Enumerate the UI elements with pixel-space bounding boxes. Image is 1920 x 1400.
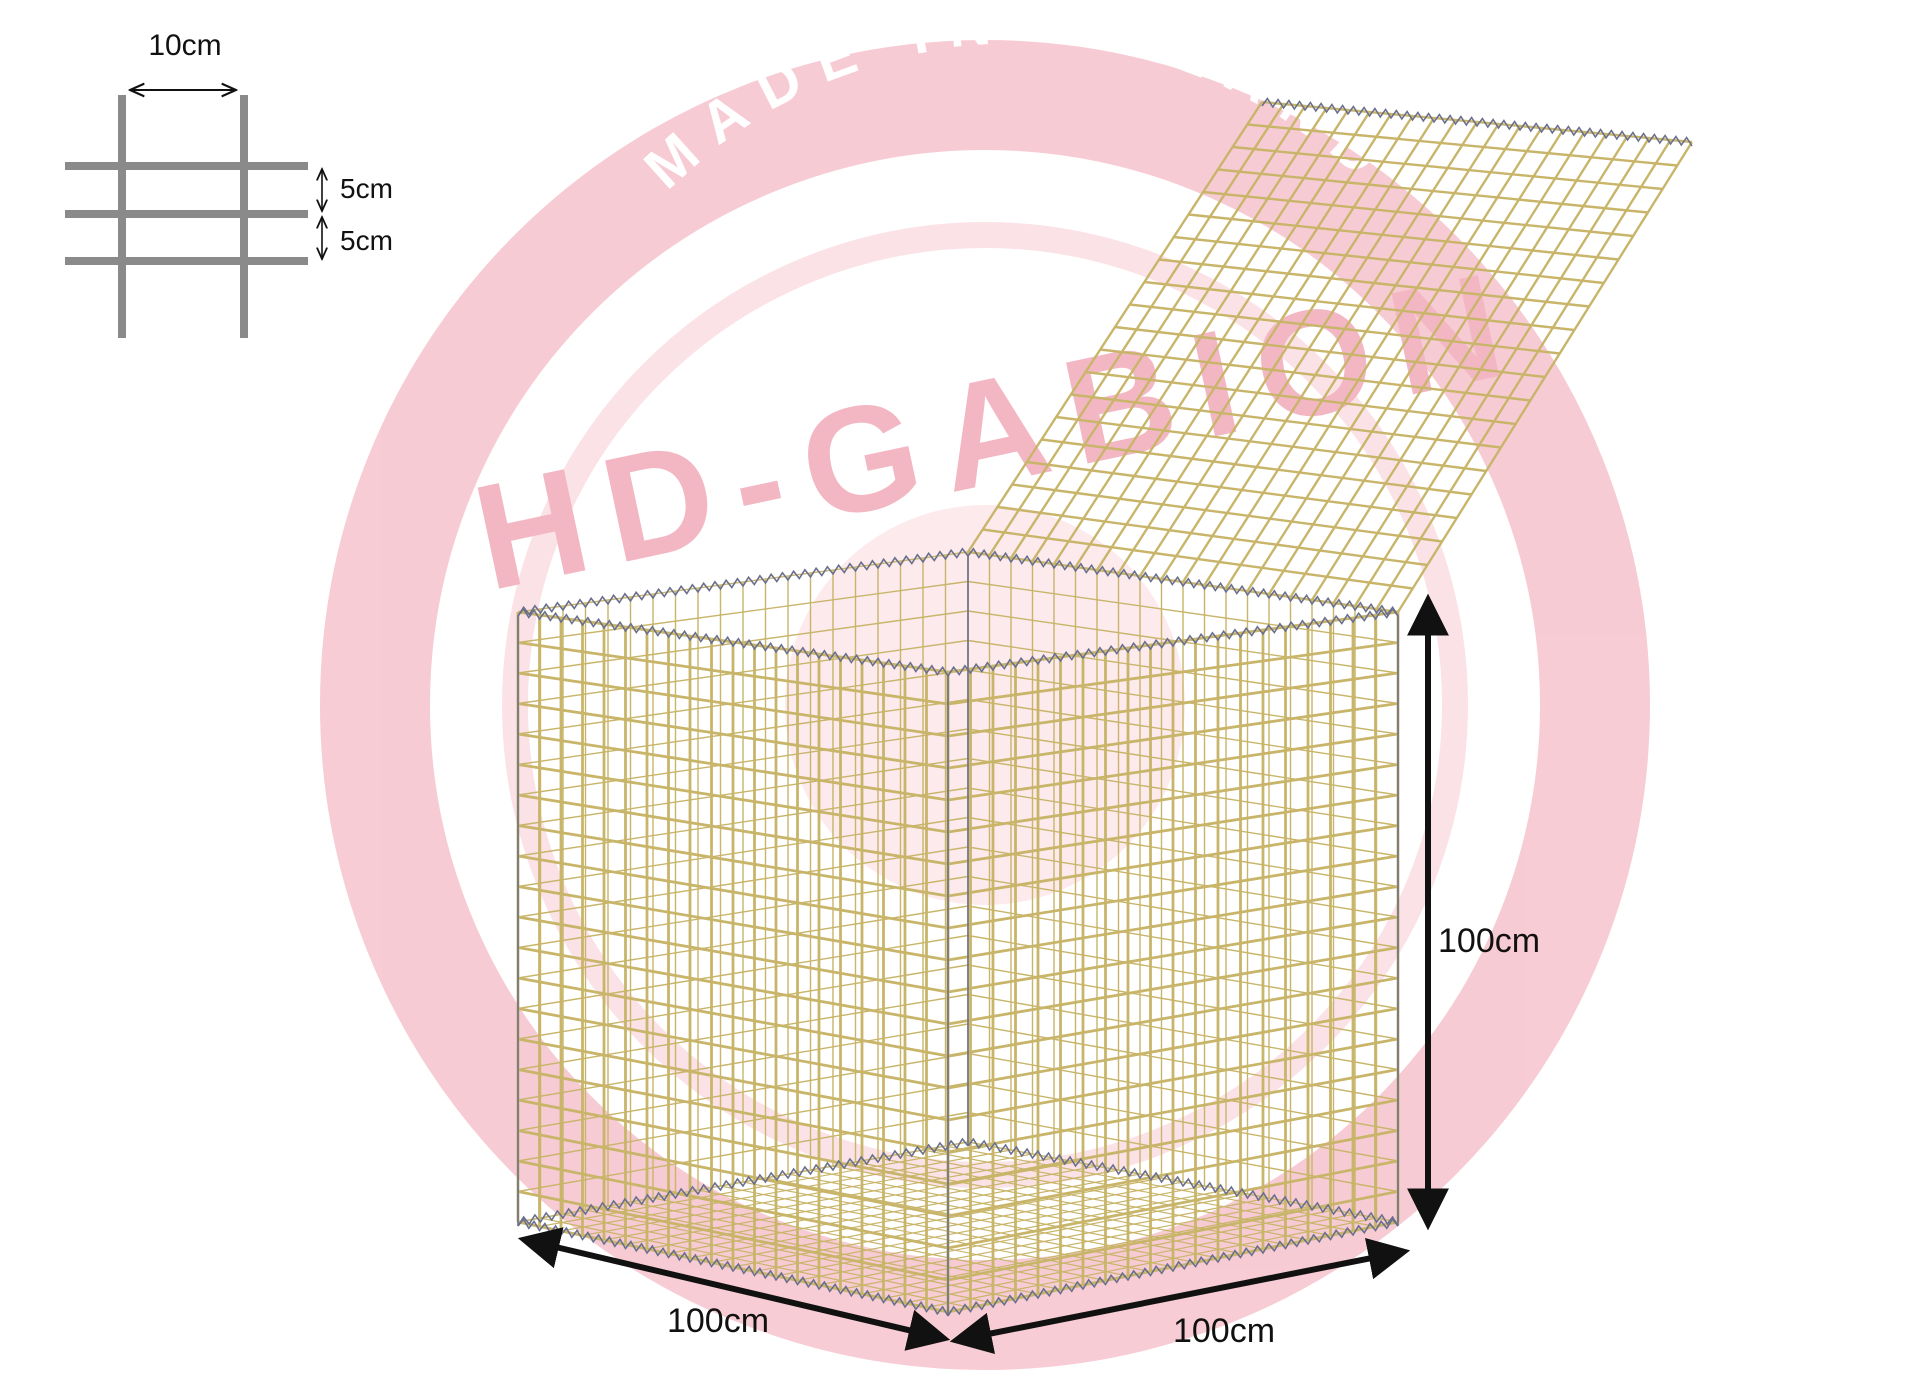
width-left-arrow bbox=[517, 1227, 951, 1351]
mesh-detail-wires bbox=[65, 95, 308, 338]
watermark-center-disc bbox=[785, 505, 1185, 905]
height-label: 100cm bbox=[1438, 922, 1540, 960]
width-right-arrow bbox=[949, 1237, 1411, 1355]
gabion-basket bbox=[516, 97, 1694, 1317]
spacing-5cm-label-2: 5cm bbox=[340, 225, 393, 256]
mesh-detail: 10cm 5cm 5cm bbox=[65, 29, 393, 338]
width-left-label: 100cm bbox=[667, 1302, 769, 1340]
width-right-label: 100cm bbox=[1173, 1312, 1275, 1350]
spacing-5cm-label-1: 5cm bbox=[340, 173, 393, 204]
dimensions: 100cm 100cm 100cm bbox=[517, 593, 1540, 1355]
watermark-inner-ring bbox=[502, 222, 1468, 1188]
spacing-10cm-label: 10cm bbox=[148, 29, 221, 62]
watermark-logo: MADE IN POLAND HD-GABION bbox=[320, 0, 1650, 1370]
